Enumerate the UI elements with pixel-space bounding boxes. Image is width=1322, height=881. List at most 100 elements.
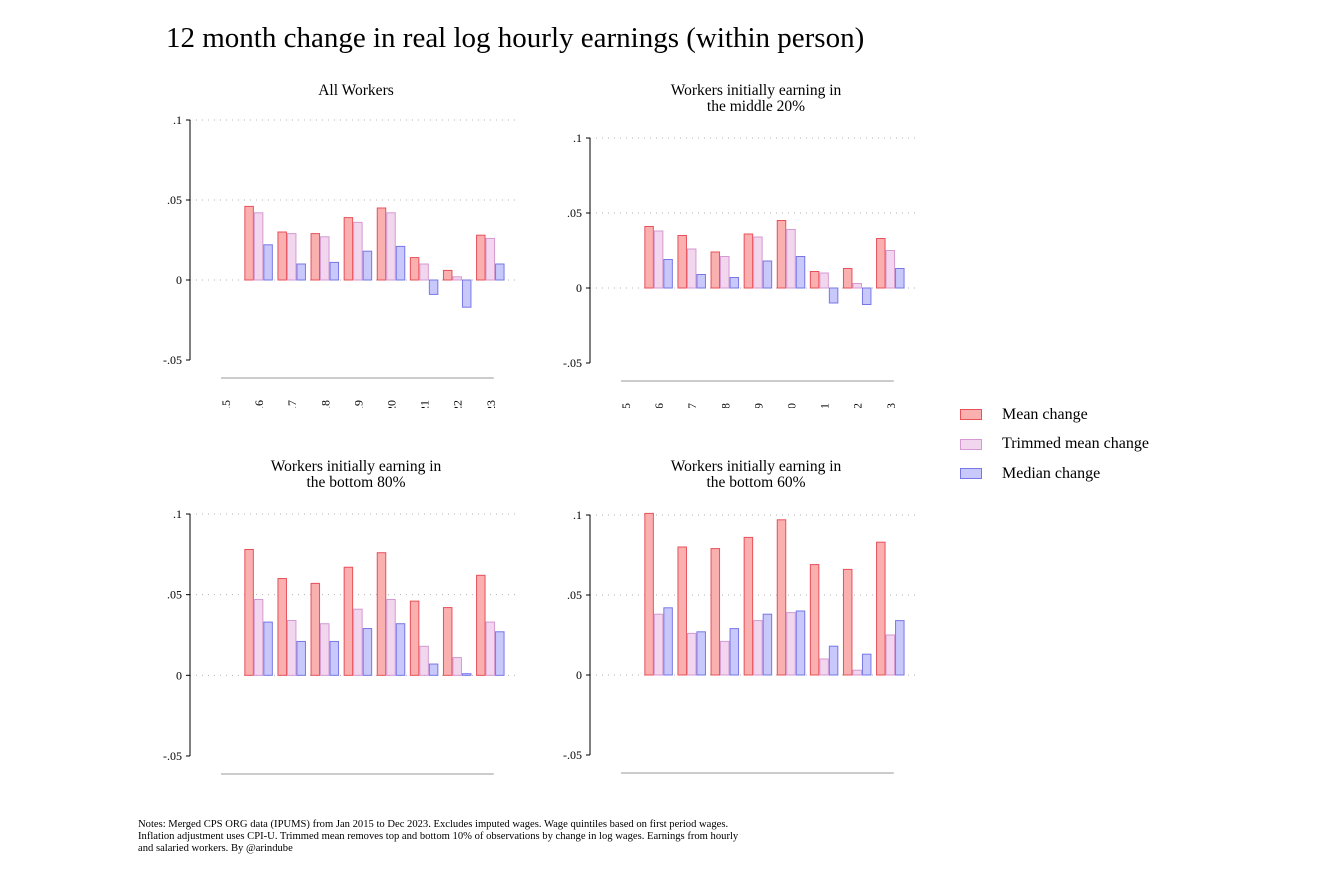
bar-median-2020 — [795, 256, 806, 289]
bar-mean-2022 — [442, 607, 453, 676]
bar-mean-2018 — [710, 548, 721, 676]
bar-median-2017 — [696, 631, 706, 676]
y-tick-label: .05 — [167, 193, 182, 207]
y-tick-label: .05 — [567, 588, 582, 602]
x-tick-label: 2016 — [652, 403, 666, 408]
bar-median-2016 — [263, 621, 273, 676]
x-tick-label: 2018 — [718, 403, 732, 408]
bar-median-2022 — [861, 653, 872, 676]
bar-median-2018 — [729, 277, 740, 289]
bar-trim-2021 — [819, 272, 829, 289]
x-tick-label: 2021 — [418, 400, 432, 408]
bar-trim-2016 — [653, 613, 664, 676]
bar-median-2019 — [362, 250, 373, 281]
legend-label: Trimmed mean change — [1002, 435, 1149, 453]
panel-title-line: All Workers — [318, 82, 394, 99]
bar-mean-2017 — [277, 231, 287, 281]
bar-mean-2022 — [442, 269, 453, 281]
bar-mean-2020 — [776, 519, 787, 676]
panel-title-line: Workers initially earning in — [271, 458, 442, 475]
legend-swatch-trimmed-mean — [960, 438, 982, 450]
x-tick-label: 2015 — [619, 403, 633, 408]
bar-trim-2022 — [852, 283, 862, 289]
bar-mean-2023 — [476, 574, 486, 676]
bar-median-2016 — [263, 244, 273, 281]
panel-title-line: the bottom 80% — [306, 474, 405, 491]
y-tick-label: 0 — [576, 281, 582, 295]
bar-median-2017 — [296, 263, 306, 281]
legend-item-mean: Mean change — [960, 400, 1149, 430]
bar-trim-2020 — [386, 599, 396, 676]
bar-mean-2021 — [409, 600, 420, 676]
bar-trim-2023 — [885, 634, 896, 676]
bar-mean-2019 — [343, 566, 354, 676]
bar-trim-2016 — [253, 212, 264, 281]
bar-mean-2023 — [476, 234, 486, 281]
chart-legend: Mean change Trimmed mean change Median c… — [960, 400, 1149, 489]
bar-trim-2022 — [452, 657, 462, 676]
bar-median-2017 — [696, 274, 706, 289]
bar-trim-2017 — [286, 233, 297, 281]
bar-median-2020 — [795, 610, 806, 676]
bar-median-2018 — [329, 261, 340, 281]
x-tick-label: 2020 — [785, 403, 799, 408]
x-tick-label: 2019 — [751, 403, 765, 408]
bar-trim-2017 — [286, 619, 297, 676]
bar-median-2023 — [495, 263, 505, 281]
bar-trim-2017 — [686, 632, 697, 676]
panel-title-line: the bottom 60% — [706, 474, 805, 491]
bar-mean-2022 — [842, 268, 853, 289]
bar-trim-2021 — [419, 263, 429, 281]
bar-trim-2022 — [452, 276, 462, 281]
bar-mean-2021 — [809, 564, 820, 676]
y-tick-label: .1 — [573, 131, 582, 145]
x-tick-label: 2021 — [818, 403, 832, 408]
bar-mean-2018 — [310, 233, 321, 281]
bar-trim-2021 — [419, 645, 429, 676]
legend-item-median: Median change — [960, 459, 1149, 489]
y-tick-label: 0 — [576, 668, 582, 682]
bar-mean-2016 — [244, 205, 254, 281]
bar-trim-2018 — [320, 236, 330, 281]
bar-mean-2020 — [376, 552, 387, 676]
bar-mean-2023 — [876, 541, 886, 676]
bar-median-2018 — [729, 628, 740, 676]
panel-bottom-80: Workers initially earning in the bottom 8… — [140, 455, 540, 820]
panel-title-line: Workers initially earning in — [671, 82, 842, 99]
bar-median-2016 — [663, 259, 673, 289]
x-tick-label: 2023 — [884, 403, 898, 408]
bar-median-2022 — [861, 287, 872, 305]
y-tick-label: -.05 — [163, 353, 182, 367]
bar-trim-2018 — [320, 623, 330, 676]
legend-swatch-mean — [960, 409, 982, 421]
bar-mean-2018 — [710, 251, 721, 289]
bar-median-2021 — [428, 279, 439, 295]
x-tick-label: 2015 — [219, 400, 233, 408]
x-tick-label: 2019 — [351, 400, 365, 408]
bar-trim-2019 — [353, 608, 363, 676]
bar-trim-2022 — [852, 669, 862, 676]
bar-mean-2016 — [644, 226, 654, 289]
bar-trim-2023 — [885, 250, 896, 289]
bar-median-2021 — [828, 287, 839, 304]
x-tick-label: 2020 — [385, 400, 399, 408]
x-tick-label: 2017 — [685, 403, 699, 408]
panel-bottom-60: Workers initially earning in the bottom 6… — [540, 455, 940, 819]
panel-all-workers: All Workers -.05 0 .05 .1 2015 2016 2017 2018 201… — [140, 78, 540, 424]
bar-median-2022 — [461, 673, 472, 676]
bar-median-2020 — [395, 245, 406, 281]
panel-title-line: the middle 20% — [707, 98, 805, 115]
y-tick-label: -.05 — [163, 749, 182, 763]
bar-median-2016 — [663, 607, 673, 676]
bar-trim-2020 — [386, 212, 396, 281]
panel-middle-20: Workers initially earning in the middle 2… — [540, 78, 940, 427]
bar-mean-2018 — [310, 582, 321, 676]
bar-mean-2020 — [776, 220, 787, 289]
bar-trim-2016 — [253, 599, 264, 676]
bar-trim-2018 — [720, 256, 730, 289]
bar-trim-2019 — [753, 620, 763, 676]
bar-mean-2019 — [743, 536, 754, 676]
bar-mean-2021 — [409, 257, 420, 281]
